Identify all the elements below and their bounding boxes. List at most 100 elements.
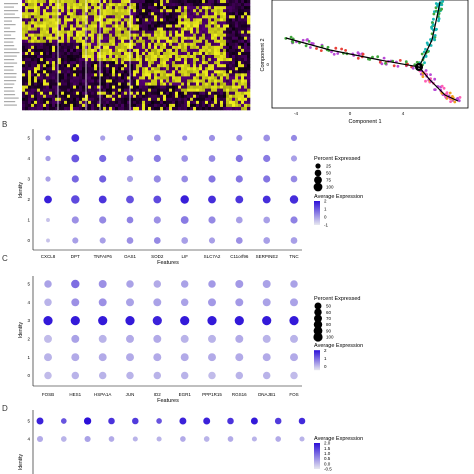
heatmap-cell [232,82,236,86]
heatmap-cell [184,85,188,89]
heatmap-cell [76,85,80,89]
trajectory-point [456,97,460,100]
percent-legend-title: Percent Expressed [314,296,360,302]
heatmap-cell [196,33,200,37]
heatmap-cell [220,61,224,65]
heatmap-cell [127,51,131,56]
heatmap-cell [43,85,47,89]
heatmap-cell [61,61,65,65]
heatmap-cell [169,48,173,53]
heatmap-cell [85,73,89,77]
heatmap-cell [133,106,137,111]
heatmap-cell [64,36,68,41]
expression-dot [126,134,134,142]
heatmap-cell [118,39,122,44]
heatmap-cell [157,27,161,31]
heatmap-cell [190,33,194,37]
heatmap-cell [139,0,143,4]
heatmap-cell [118,94,122,99]
expression-dot [262,298,271,307]
heatmap-cell [217,100,221,105]
heatmap-cell [61,70,65,74]
feature-label: ID2 [154,392,162,397]
heatmap-cell [217,12,221,16]
heatmap-cell [25,100,29,105]
heatmap-cell [241,79,245,83]
heatmap-cell [64,42,68,47]
heatmap-cell [148,42,152,47]
heatmap-cell [232,36,236,41]
heatmap-cell [34,82,38,86]
heatmap-cell [22,61,26,65]
heatmap-cell [157,3,161,7]
heatmap-cell [244,91,248,96]
heatmap-cell [58,0,62,4]
heatmap-cell [121,24,125,28]
heatmap-cell [64,100,68,105]
heatmap-cell [142,0,146,4]
expression-dot [44,334,52,343]
heatmap-cell [34,6,38,10]
heatmap-cell [199,30,203,34]
heatmap-cell [139,39,143,44]
heatmap-cell [238,45,242,50]
heatmap-cell [91,39,95,44]
heatmap-cell [94,27,98,31]
heatmap-cell [103,58,107,62]
heatmap-cell [106,36,110,41]
heatmap-cell [217,61,221,65]
heatmap-cell [208,100,212,105]
heatmap-cell [28,45,32,50]
expression-dot [207,316,217,326]
heatmap-cell [229,30,233,34]
heatmap-cell [133,27,137,31]
heatmap-cell [235,6,239,10]
heatmap-cell [187,48,191,53]
heatmap-cell [160,6,164,10]
heatmap-cell [229,97,233,102]
heatmap-cell [121,67,125,71]
heatmap-cell [37,70,41,74]
expression-dot [71,298,80,307]
heatmap-cell [112,15,116,19]
expression-dot [125,316,135,326]
heatmap-cell [184,12,188,16]
heatmap-cell [247,24,251,28]
heatmap-cell [163,6,167,10]
heatmap-cell [106,64,110,68]
heatmap-cell [97,21,101,25]
heatmap-cell [37,9,41,13]
heatmap-cell [124,67,128,71]
heatmap-cell [160,64,164,68]
heatmap-cell [118,85,122,89]
heatmap-cell [187,33,191,37]
heatmap-cell [223,67,227,71]
percent-legend-title: Percent Expressed [314,156,360,162]
heatmap-cell [220,27,224,31]
heatmap-cell [175,55,179,59]
heatmap-cell [52,61,56,65]
identity-label: 1 [27,218,30,223]
heatmap-cell [163,94,167,99]
heatmap-cell [112,48,116,53]
heatmap-row-label [4,48,17,50]
heatmap-cell [22,9,26,13]
heatmap-cell [160,18,164,22]
heatmap-cell [112,73,116,77]
avg-legend-title: Average Expression [314,194,363,200]
heatmap-cell [166,6,170,10]
heatmap-cell [244,85,248,89]
heatmap-cell [157,61,161,65]
heatmap-cell [154,88,158,92]
heatmap-cell [61,55,65,59]
heatmap-cell [172,79,176,83]
heatmap-cell [133,24,137,28]
heatmap-cell [187,15,191,19]
heatmap-cell [31,9,35,13]
expression-dot [263,216,271,224]
heatmap-cell [91,85,95,89]
heatmap-cell [148,70,152,74]
dotplot-panel-d: 54 Identity Average Expression2.01.51.00… [18,410,363,474]
heatmap-cell [154,30,158,34]
heatmap-cell [52,88,56,92]
